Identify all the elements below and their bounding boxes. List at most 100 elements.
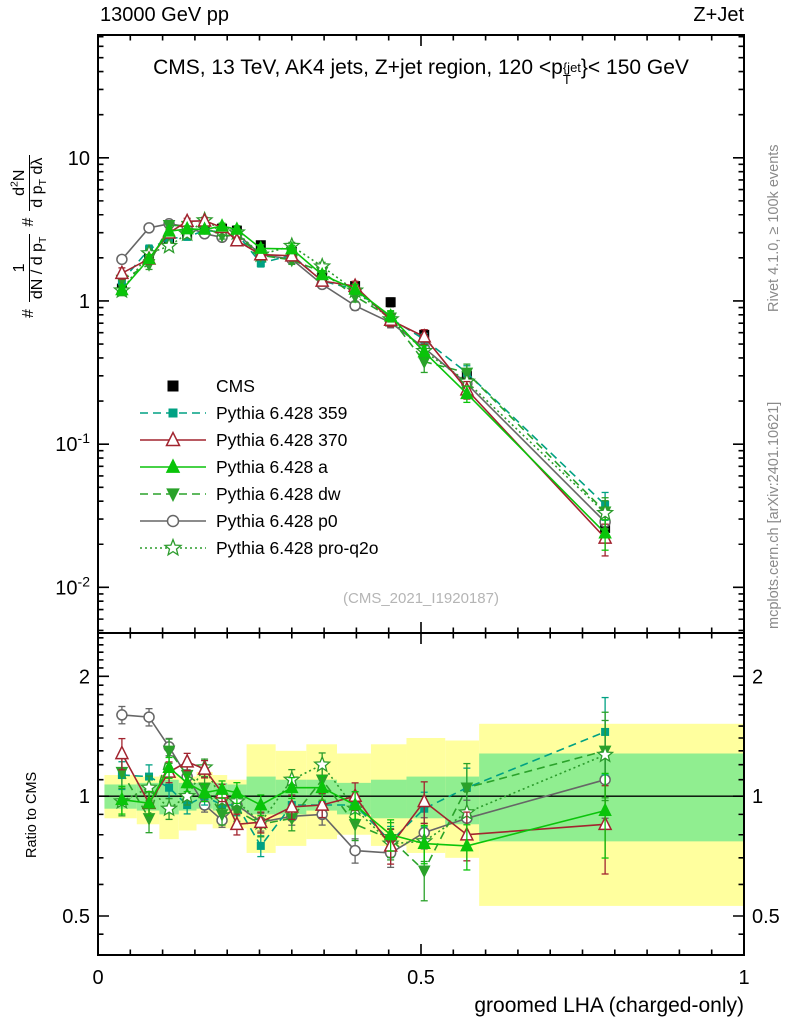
legend-item-q2o: Pythia 6.428 pro-q2o [140, 537, 378, 558]
marker-triangle-up [165, 458, 181, 473]
marker-triangle-up [165, 430, 181, 447]
analysis-title-suffix: }< 150 GeV [580, 56, 689, 79]
marker-triangle-up [315, 266, 329, 281]
legend-label-dw: Pythia 6.428 dw [216, 484, 341, 504]
marker-triangle-up [180, 220, 194, 235]
series-line-a [121, 225, 606, 534]
marker-triangle-up [254, 240, 268, 254]
marker-star [159, 236, 179, 254]
ratio-y-axis-label: Ratio to CMS [24, 771, 40, 858]
xtick-0: 0 [92, 967, 103, 989]
legend-label-p370: Pythia 6.428 370 [216, 430, 348, 450]
legend-item-a: Pythia 6.428 a [140, 457, 328, 477]
marker-circle [116, 709, 128, 721]
marker-triangle-up [180, 774, 194, 789]
axis-ticks [97, 35, 745, 955]
main-y-axis-label: #1 dN / d pT # d2N d pT dλ [8, 154, 49, 318]
inner-band-bin [479, 753, 744, 842]
marker-triangle-up [115, 281, 129, 296]
marker-triangle-up [417, 343, 431, 358]
legend-label-a: Pythia 6.428 a [216, 457, 328, 477]
marker-triangle-up [230, 784, 244, 799]
series-main-p0 [116, 218, 611, 537]
pt-subscript: T [562, 71, 571, 87]
main-ytick-10: 10 [68, 148, 90, 170]
series-ratio-a [115, 756, 612, 871]
inner-band-bin [370, 779, 407, 819]
marker-triangle-up [215, 218, 229, 232]
norm-fraction-numerator: 1 [11, 263, 28, 273]
legend-label-cms: CMS [216, 376, 255, 396]
subscript: T [36, 236, 49, 244]
marker-triangle-up [197, 221, 212, 235]
marker-triangle-up [284, 798, 300, 813]
series-line-dw [121, 224, 606, 513]
axes [97, 34, 745, 956]
marker-star [596, 745, 615, 763]
marker-triangle-up [598, 802, 612, 817]
hash-symbol-1: # [20, 309, 38, 318]
legend-label-p0: Pythia 6.428 p0 [216, 511, 338, 531]
marker-triangle-up [114, 744, 130, 760]
legend-label-p359: Pythia 6.428 359 [216, 403, 347, 423]
legend-item-p370: Pythia 6.428 370 [140, 430, 348, 450]
marker-triangle-up [348, 797, 362, 811]
series-main-a [115, 218, 612, 551]
marker-triangle-up [230, 221, 244, 235]
analysis-id-watermark: (CMS_2021_I1920187) [343, 590, 499, 607]
main-ytick-10^{-2}: 10-2​ [55, 573, 90, 599]
marker-triangle-up [383, 826, 398, 841]
legend-item-p359: Pythia 6.428 359 [140, 403, 347, 423]
marker-square [165, 783, 174, 792]
marker-triangle-up [285, 779, 299, 794]
xtick-1: 1 [738, 967, 749, 989]
series-main-p359 [117, 226, 610, 521]
differential-fraction-numerator: d2N [8, 169, 28, 196]
legend: CMS Pythia 6.428 359 Pythia 6.428 370 Pythi… [140, 376, 378, 558]
differential-fraction-denominator: d pT dλ [28, 154, 49, 211]
marker-triangle-up [229, 815, 245, 831]
marker-star [159, 799, 179, 817]
marker-triangle-up [315, 779, 329, 794]
marker-triangle-up [417, 328, 432, 343]
marker-triangle-up [417, 792, 432, 808]
ratio-ytick-right-0.5: 0.5 [752, 906, 780, 928]
xtick-0.5: 0.5 [407, 967, 435, 989]
marker-circle [143, 222, 155, 234]
marker-circle [349, 844, 361, 857]
marker-triangle-up [284, 247, 300, 262]
mcplots-arxiv-note: mcplots.cern.ch [arXiv:2401.10621] [766, 401, 782, 629]
marker-triangle-up [179, 753, 195, 768]
marker-triangle-up [142, 795, 156, 809]
series-main-q2o [112, 210, 615, 530]
marker-triangle-up [197, 784, 212, 799]
rivet-version-note: Rivet 4.1.0, ≥ 100k events [766, 144, 782, 312]
marker-triangle-down [215, 809, 229, 822]
x-axis-title: groomed LHA (charged-only) [474, 994, 744, 1017]
marker-circle [166, 514, 180, 528]
ratio-ytick-left-0.5: 0.5 [62, 906, 90, 928]
legend-label-q2o: Pythia 6.428 pro-q2o [216, 538, 378, 558]
marker-triangle-up [142, 250, 156, 265]
ratio-ytick-left-2: 2 [79, 666, 90, 688]
marker-square [168, 408, 178, 418]
series-main-p370 [114, 212, 613, 557]
superscript: 2 [8, 181, 21, 187]
ratio-ytick-right-2: 2 [752, 666, 763, 688]
norm-fraction-denominator: dN / d pT [28, 233, 49, 303]
marker-square [256, 259, 265, 268]
marker-star [163, 537, 183, 557]
ratio-ytick-left-1: 1 [79, 786, 90, 808]
marker-triangle-down [166, 488, 180, 503]
marker-square [167, 380, 179, 392]
beam-energy-label: 13000 GeV pp [100, 4, 229, 26]
main-ytick-10^{-1}: 10-1​ [55, 430, 90, 456]
series-line-q2o [121, 219, 606, 514]
series-line-p370 [121, 219, 606, 539]
main-ytick-1: 1 [79, 291, 90, 313]
marker-circle [116, 253, 128, 266]
subscript: T [36, 179, 49, 186]
marker-triangle-up [314, 796, 330, 811]
